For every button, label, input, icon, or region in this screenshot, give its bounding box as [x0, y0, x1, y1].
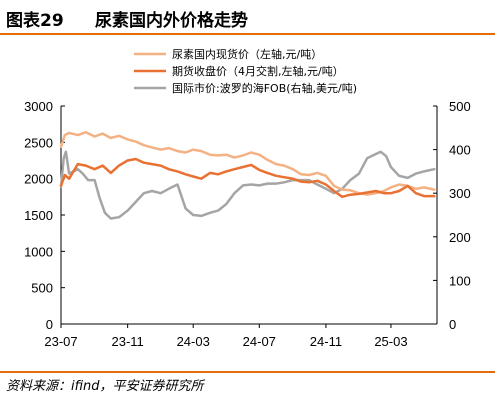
right-y-tick-label: 400	[449, 143, 471, 158]
left-y-tick-label: 0	[46, 317, 53, 332]
right-y-tick-label: 300	[449, 186, 471, 201]
footer-divider	[0, 371, 495, 373]
series-line-3	[59, 150, 436, 220]
price-chart: 0 500 1000 1500 2000 2500 3000 0 100 200 300 400 500…	[24, 47, 471, 349]
x-tick-label: 24-03	[177, 334, 210, 349]
right-y-tick-label: 100	[449, 273, 471, 288]
left-y-tick-label: 1500	[24, 208, 53, 223]
left-y-tick-label: 2500	[24, 135, 53, 150]
header-divider	[0, 33, 495, 35]
legend-label-1: 尿素国内现货价（左轴,元/吨）	[172, 47, 322, 61]
legend-label-3: 国际市价:波罗的海FOB(右轴,美元/吨)	[172, 81, 357, 95]
series-line-1	[59, 130, 436, 196]
right-y-tick-label: 500	[449, 99, 471, 114]
right-y-tick-label: 0	[449, 317, 456, 332]
left-y-tick-label: 500	[31, 281, 53, 296]
chart-series	[59, 130, 436, 220]
source-note: 资料来源：ifind，平安证券研究所	[6, 379, 204, 394]
legend-label-2: 期货收盘价（4月交割,左轴,元/吨）	[172, 64, 344, 78]
right-y-tick-label: 200	[449, 230, 471, 245]
left-y-tick-label: 1000	[24, 244, 53, 259]
x-tick-label: 23-11	[111, 334, 143, 349]
x-tick-label: 24-11	[310, 334, 342, 349]
chart-legend: 尿素国内现货价（左轴,元/吨） 期货收盘价（4月交割,左轴,元/吨） 国际市价:波罗…	[134, 47, 357, 95]
figure-title: 尿素国内外价格走势	[95, 11, 248, 31]
series-line-2	[59, 157, 436, 199]
chart-axes: 0 500 1000 1500 2000 2500 3000 0 100 200 300 400 500…	[24, 99, 471, 349]
x-tick-label: 23-07	[44, 334, 77, 349]
left-y-tick-label: 3000	[24, 99, 53, 114]
figure-header: 图表29 尿素国内外价格走势	[0, 0, 495, 33]
x-tick-label: 24-07	[243, 334, 276, 349]
x-tick-label: 25-03	[374, 334, 407, 349]
figure-number: 图表29	[6, 11, 64, 31]
left-y-tick-label: 2000	[24, 172, 53, 187]
